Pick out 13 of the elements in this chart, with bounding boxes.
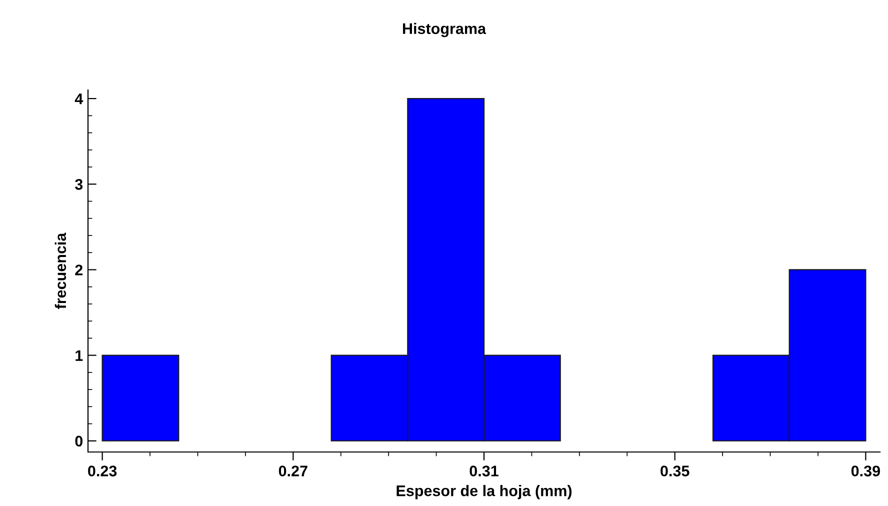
y-tick-label: 2: [75, 264, 83, 276]
y-axis-title: frecuencia: [54, 232, 66, 309]
x-tick-label: 0.27: [278, 466, 308, 476]
x-tick-label: 0.39: [851, 466, 880, 476]
x-axis-title: Espesor de la hoja (mm): [396, 484, 572, 500]
x-tick-label: 0.23: [88, 466, 117, 476]
y-tick-label: 1: [76, 350, 83, 361]
y-tick-label: 3: [74, 179, 83, 190]
chart-title: Histograma: [403, 22, 486, 38]
x-tick-label: 0.31: [470, 466, 498, 476]
y-tick-label: 0: [75, 436, 83, 447]
y-tick-label: 4: [74, 94, 84, 104]
x-tick-label: 0.35: [660, 466, 690, 476]
